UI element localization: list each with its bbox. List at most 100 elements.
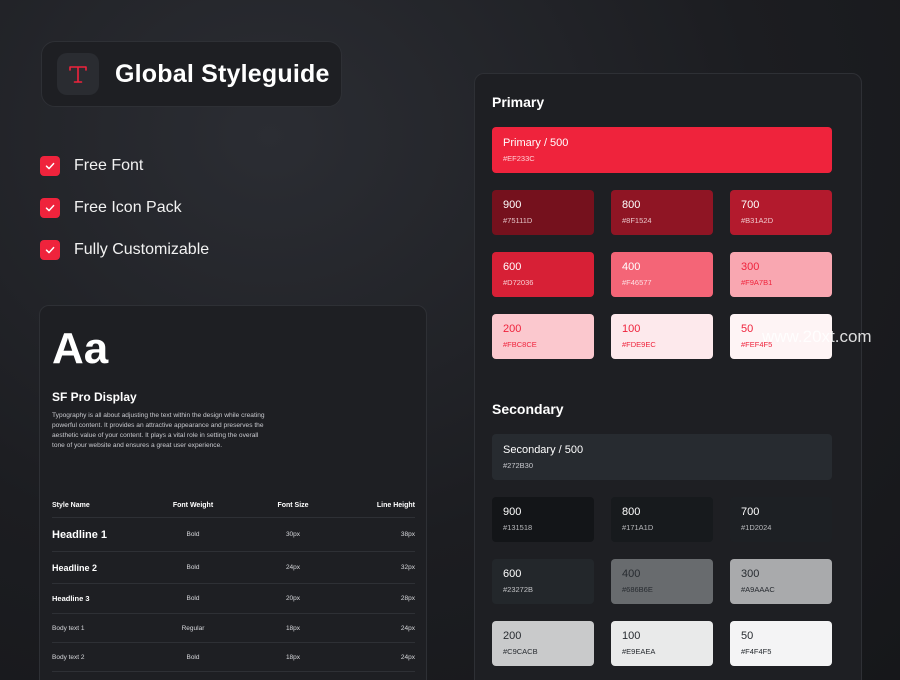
font-size: 20px: [285, 595, 301, 602]
swatch-name: 200: [503, 630, 522, 642]
feature-label: Free Font: [74, 157, 144, 174]
style-name: Body text 2: [52, 653, 85, 661]
swatch-hex: #75111D: [503, 216, 533, 225]
primary-swatch-800[interactable]: 800 #8F1524: [611, 190, 713, 235]
primary-swatch-200[interactable]: 200 #FBC8CE: [492, 314, 594, 359]
swatch-hex: #FBC8CE: [503, 340, 537, 349]
swatch-hex: #171A1D: [622, 523, 654, 532]
feature-item: Free Icon Pack: [40, 197, 209, 219]
swatch-hex: #23272B: [503, 585, 534, 594]
feature-list: Free Font Free Icon Pack Fully Customiza…: [40, 155, 209, 281]
section-title-secondary: Secondary: [492, 401, 564, 417]
type-sample: Aa: [52, 324, 109, 373]
swatch-hex: #1D2024: [741, 523, 772, 532]
feature-item: Free Font: [40, 155, 209, 177]
secondary-swatch-900[interactable]: 900 #131518: [492, 497, 594, 542]
style-name: Headline 3: [52, 594, 90, 603]
primary-main-swatch[interactable]: Primary / 500 #EF233C: [492, 127, 832, 173]
font-weight: Bold: [186, 653, 200, 661]
primary-swatch-700[interactable]: 700 #B31A2D: [730, 190, 832, 235]
swatch-name: 300: [741, 261, 760, 273]
secondary-swatch-300[interactable]: 300 #A9AAAC: [730, 559, 832, 604]
swatch-name: 600: [503, 568, 522, 580]
swatch-hex: #C9CACB: [503, 647, 538, 656]
primary-swatch-600[interactable]: 600 #D72036: [492, 252, 594, 297]
swatch-name: 400: [622, 261, 641, 273]
font-size: 18px: [285, 624, 301, 632]
swatch-hex: #F9A7B1: [741, 278, 773, 287]
column-header: Style Name: [52, 502, 90, 509]
style-name: Body text 1: [52, 624, 85, 632]
line-height: 24px: [400, 624, 415, 632]
swatch-name: 700: [741, 199, 760, 211]
column-header: Font Weight: [172, 502, 214, 509]
swatch-name: 300: [741, 568, 760, 580]
swatch-hex: #FEF4F5: [741, 340, 773, 349]
swatch-name: Secondary / 500: [503, 444, 584, 456]
swatch-hex: #131518: [503, 523, 533, 532]
swatch-name: 900: [503, 506, 522, 518]
watermark: www.20xt.com: [762, 327, 872, 346]
header-card: Global Styleguide: [41, 41, 342, 107]
secondary-swatch-800[interactable]: 800 #171A1D: [611, 497, 713, 542]
swatch-hex: #B31A2D: [741, 216, 774, 225]
swatch-hex: #272B30: [503, 461, 534, 470]
checkbox-checked-icon[interactable]: [40, 156, 60, 176]
color-palette-card: Primary Primary / 500 #EF233C 900 #75111…: [474, 73, 862, 680]
column-header: Font Size: [277, 502, 309, 509]
font-size: 24px: [285, 564, 301, 571]
line-height: 24px: [400, 653, 415, 661]
secondary-swatch-50[interactable]: 50 #F4F4F5: [730, 621, 832, 666]
swatch-hex: #D72036: [503, 278, 534, 287]
swatch-name: 900: [503, 199, 522, 211]
swatch-name: 800: [622, 199, 641, 211]
table-row: Body text 1 Regular 18px 24px: [52, 614, 415, 643]
font-size: 18px: [285, 653, 301, 661]
font-weight: Bold: [186, 531, 200, 538]
feature-item: Fully Customizable: [40, 239, 209, 261]
section-title-primary: Primary: [492, 94, 545, 110]
primary-swatch-300[interactable]: 300 #F9A7B1: [730, 252, 832, 297]
swatch-name: 100: [622, 630, 641, 642]
swatch-name: 100: [622, 323, 641, 335]
secondary-swatch-600[interactable]: 600 #23272B: [492, 559, 594, 604]
swatch-hex: #F46577: [622, 278, 652, 287]
secondary-main-swatch[interactable]: Secondary / 500 #272B30: [492, 434, 832, 480]
primary-swatch-100[interactable]: 100 #FDE9EC: [611, 314, 713, 359]
swatch-hex: #FDE9EC: [622, 340, 656, 349]
page-title: Global Styleguide: [115, 59, 330, 88]
font-size: 30px: [285, 531, 301, 538]
font-weight: Bold: [186, 595, 200, 602]
line-height: 38px: [400, 531, 415, 538]
checkbox-checked-icon[interactable]: [40, 240, 60, 260]
line-height: 32px: [400, 564, 415, 571]
swatch-name: Primary / 500: [503, 137, 569, 149]
swatch-name: 400: [622, 568, 641, 580]
swatch-hex: #8F1524: [622, 216, 652, 225]
font-weight: Regular: [181, 624, 205, 632]
checkbox-checked-icon[interactable]: [40, 198, 60, 218]
primary-swatch-900[interactable]: 900 #75111D: [492, 190, 594, 235]
secondary-swatch-200[interactable]: 200 #C9CACB: [492, 621, 594, 666]
swatch-hex: #E9EAEA: [622, 647, 656, 656]
table-row: Headline 3 Bold 20px 28px: [52, 584, 415, 614]
table-row: Body text 2 Bold 18px 24px: [52, 643, 415, 672]
swatch-hex: #F4F4F5: [741, 647, 772, 656]
swatch-hex: #686B6E: [622, 585, 653, 594]
typography-description: Typography is all about adjusting the te…: [52, 412, 265, 449]
primary-swatch-50[interactable]: 50 #FEF4F5: [730, 314, 832, 359]
table-header-row: Style Name Font Weight Font Size Line He…: [52, 494, 415, 518]
feature-label: Free Icon Pack: [74, 199, 182, 216]
swatch-name: 50: [741, 323, 754, 335]
table-row: Headline 2 Bold 24px 32px: [52, 552, 415, 584]
typography-card: Aa SF Pro Display Typography is all abou…: [39, 305, 427, 680]
font-weight: Bold: [186, 564, 200, 571]
secondary-swatch-700[interactable]: 700 #1D2024: [730, 497, 832, 542]
primary-swatch-400[interactable]: 400 #F46577: [611, 252, 713, 297]
swatch-name: 700: [741, 506, 760, 518]
secondary-swatch-100[interactable]: 100 #E9EAEA: [611, 621, 713, 666]
style-name: Headline 1: [52, 528, 108, 541]
swatch-name: 800: [622, 506, 641, 518]
secondary-swatch-400[interactable]: 400 #686B6E: [611, 559, 713, 604]
line-height: 28px: [400, 595, 415, 602]
